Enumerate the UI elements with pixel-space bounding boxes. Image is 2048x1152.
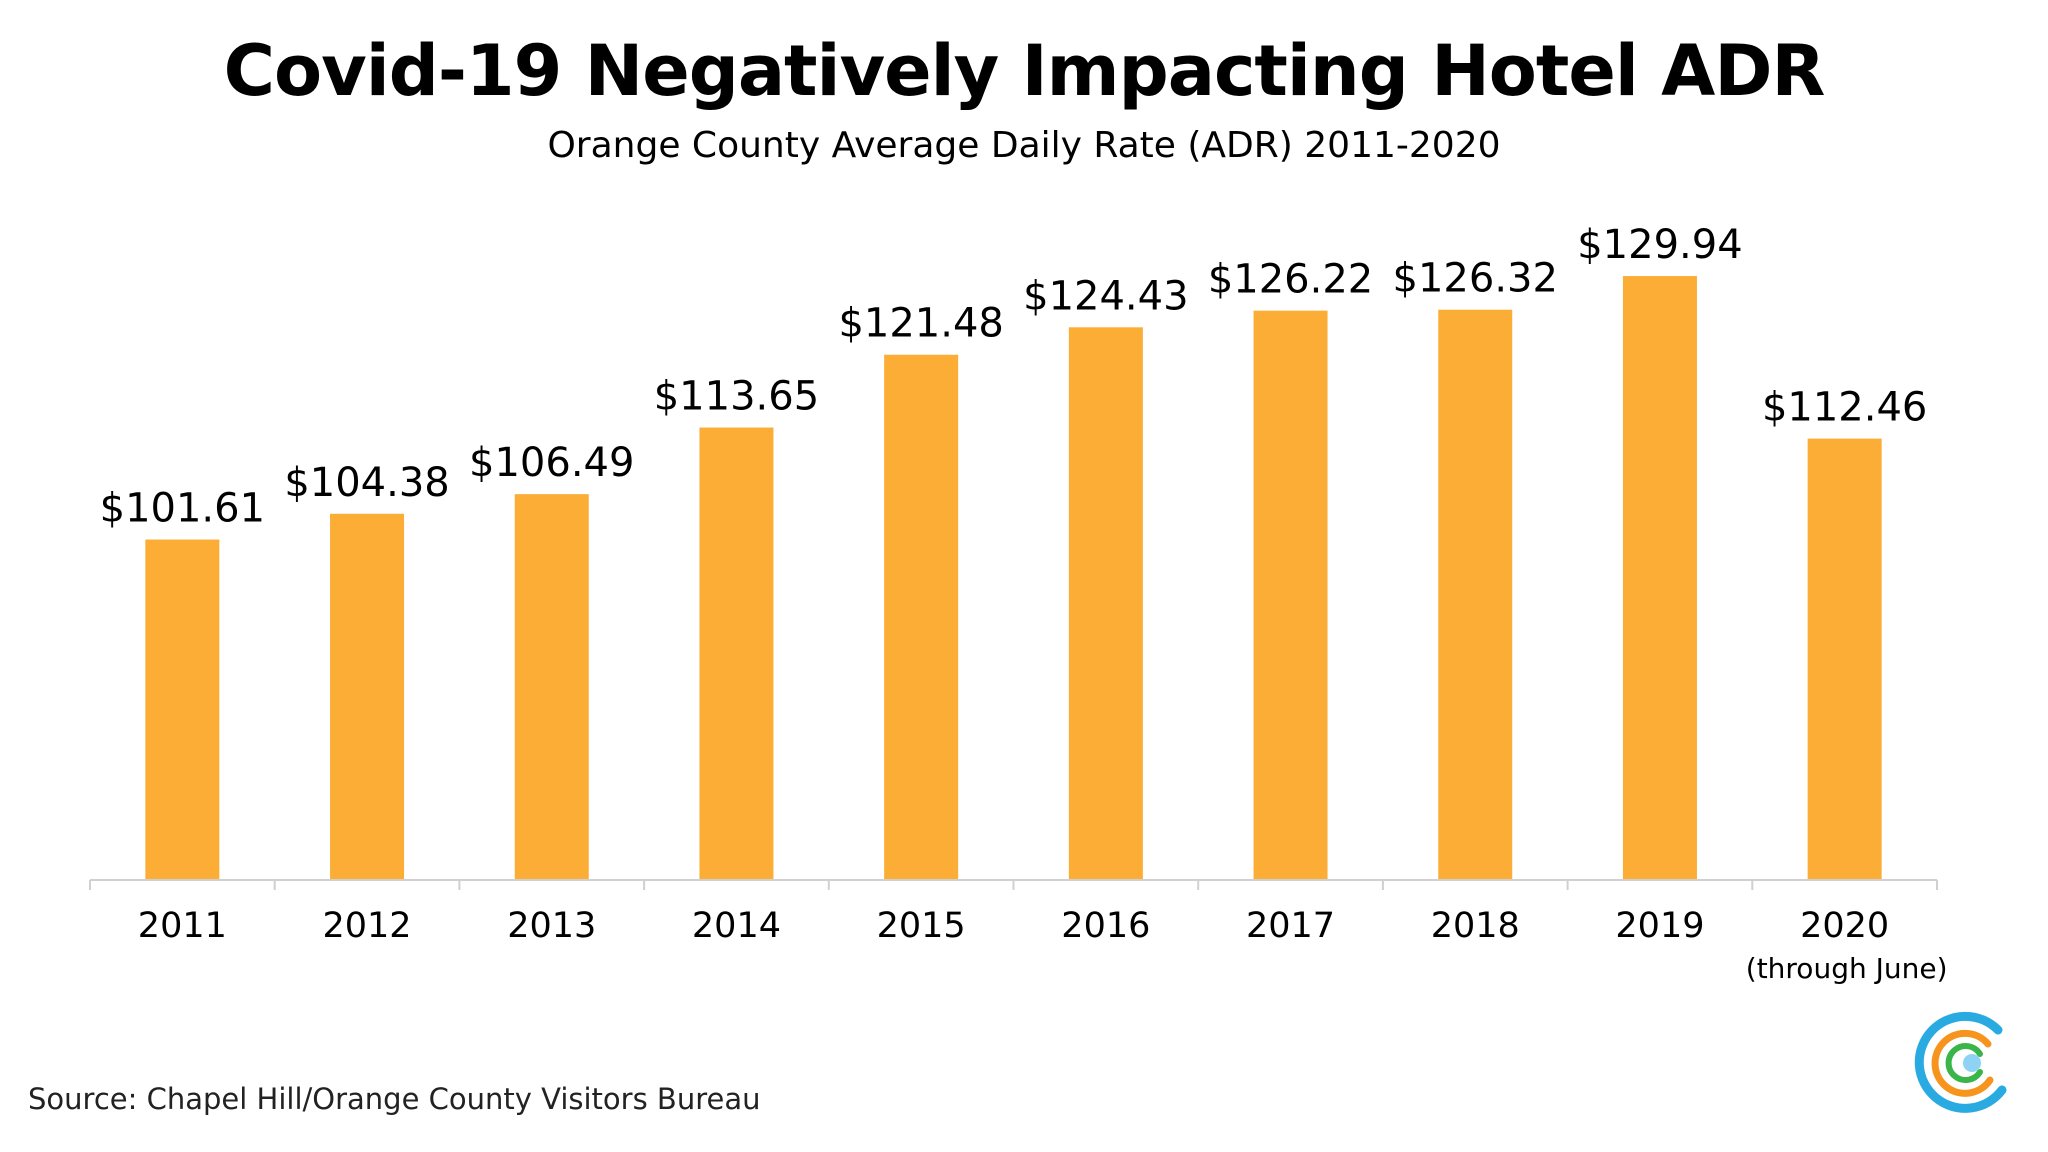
data-label-2011: $101.61: [100, 486, 265, 532]
bar-2013: [514, 494, 589, 880]
chart-title: Covid-19 Negatively Impacting Hotel ADR: [223, 30, 1826, 112]
logo-middle-arc: [1931, 1029, 1994, 1097]
x-tick-label-2014: 2014: [692, 906, 781, 946]
data-label-2020: $112.46: [1762, 385, 1927, 431]
bar-2015: [884, 354, 959, 881]
x-tick-label-2012: 2012: [323, 906, 412, 946]
logo-inner-arc: [1945, 1043, 1983, 1083]
data-label-2014: $113.65: [654, 374, 819, 420]
x-tick-sublabel-2020: (through June): [1746, 952, 1948, 985]
bar-2014: [699, 427, 774, 880]
data-label-2012: $104.38: [284, 460, 449, 506]
x-tick-label-2011: 2011: [138, 906, 227, 946]
x-tick-label-2017: 2017: [1246, 906, 1335, 946]
bar-2018: [1438, 309, 1513, 880]
source-note: Source: Chapel Hill/Orange County Visito…: [28, 1082, 761, 1116]
x-tick-label-2018: 2018: [1431, 906, 1520, 946]
data-label-2019: $129.94: [1577, 222, 1742, 268]
bar-2019: [1622, 276, 1697, 881]
data-labels-group: $101.61 2011 $104.38 2012 $106.49 2013 $113.65…: [100, 222, 1948, 985]
x-tick-label-2019: 2019: [1615, 906, 1704, 946]
x-tick-label-2020: 2020: [1800, 906, 1889, 946]
data-label-2016: $124.43: [1023, 273, 1188, 319]
x-tick-label-2013: 2013: [507, 906, 596, 946]
bar-2011: [145, 539, 220, 880]
x-tick-label-2015: 2015: [877, 906, 966, 946]
bar-2012: [330, 513, 405, 880]
logo-outer-arc: [1914, 1011, 2007, 1113]
logo-center-dot: [1963, 1054, 1981, 1072]
bar-2017: [1253, 310, 1328, 880]
data-label-2018: $126.32: [1393, 256, 1558, 302]
data-label-2013: $106.49: [469, 440, 634, 486]
chart-subtitle: Orange County Average Daily Rate (ADR) 2…: [547, 125, 1501, 166]
visitors-bureau-logo-icon: [1914, 1011, 2007, 1113]
x-axis: [89, 879, 1938, 890]
x-tick-label-2016: 2016: [1061, 906, 1150, 946]
bar-2020: [1807, 438, 1882, 880]
bar-2016: [1068, 327, 1143, 880]
data-label-2015: $121.48: [838, 301, 1003, 347]
bars-group: [145, 276, 1882, 881]
data-label-2017: $126.22: [1208, 257, 1373, 303]
